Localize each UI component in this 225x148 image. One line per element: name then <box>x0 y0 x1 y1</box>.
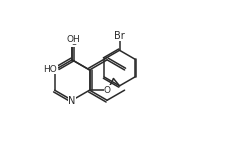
Text: HO: HO <box>44 65 57 74</box>
Text: Br: Br <box>114 31 125 41</box>
Text: N: N <box>68 96 76 106</box>
Text: OH: OH <box>66 35 80 44</box>
Text: O: O <box>70 38 77 47</box>
Text: O: O <box>104 86 111 95</box>
